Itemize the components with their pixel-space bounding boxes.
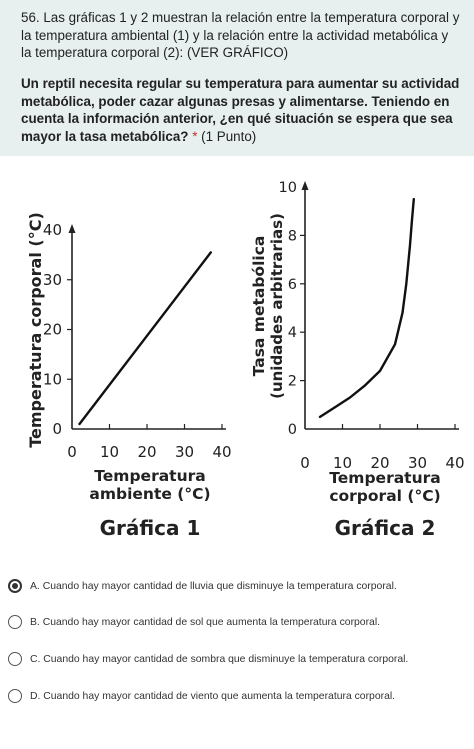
chart1-title: Gráfica 1: [100, 516, 201, 540]
chart2-x-tick-label: 20: [370, 454, 389, 472]
chart2-x-tick-label: 30: [408, 454, 427, 472]
chart1-y-label: Temperatura corporal (°C): [26, 212, 45, 448]
chart1-y-tick-label: 0: [52, 420, 62, 438]
option-b[interactable]: B. Cuando hay mayor cantidad de sol que …: [0, 604, 474, 640]
chart2-x-tick-label: 40: [445, 454, 464, 472]
option-d-radio[interactable]: [8, 689, 22, 703]
chart2-y-label-line2: (unidades arbitrarias): [268, 213, 286, 399]
chart2-y-label-line1: Tasa metabólica: [250, 236, 268, 377]
chart2-series-line: [318, 197, 415, 419]
chart1-x-tick-label: 20: [137, 443, 156, 461]
chart1-x-label-line2: ambiente (°C): [89, 485, 210, 503]
option-b-radio[interactable]: [8, 615, 22, 629]
chart1-x-tick-label: 10: [100, 443, 119, 461]
chart2-x-tick-label: 10: [333, 454, 352, 472]
option-c[interactable]: C. Cuando hay mayor cantidad de sombra q…: [0, 641, 474, 677]
option-b-label: B. Cuando hay mayor cantidad de sol que …: [30, 616, 381, 628]
chart2-y-tick-label: 0: [288, 422, 297, 438]
question-intro: 56. Las gráficas 1 y 2 muestran la relac…: [21, 10, 460, 60]
option-c-label: C. Cuando hay mayor cantidad de sombra q…: [30, 653, 409, 665]
option-d-label: D. Cuando hay mayor cantidad de viento q…: [30, 690, 396, 702]
question-points: (1 Punto): [201, 128, 257, 144]
chart1-x-tick-label: 0: [67, 443, 77, 461]
option-d[interactable]: D. Cuando hay mayor cantidad de viento q…: [0, 678, 474, 714]
chart1-x-label-line1: Temperatura: [94, 467, 205, 485]
question-header: 56. Las gráficas 1 y 2 muestran la relac…: [0, 0, 474, 156]
chart1-y-tick-label: 20: [43, 321, 62, 339]
question-figure: 0 10 20 30 40 0 10 20 30 40 Temperatura ambiente (°…: [0, 156, 474, 566]
chart2-title: Gráfica 2: [335, 516, 436, 540]
chart1-series-line: [78, 251, 212, 426]
chart1-y-tick-label: 10: [43, 370, 62, 388]
option-a[interactable]: A. Cuando hay mayor cantidad de lluvia q…: [0, 568, 474, 604]
chart1-y-tick-label: 30: [43, 271, 62, 289]
question-prompt-text: Un reptil necesita regular su temperatur…: [21, 76, 460, 144]
chart2-y-tick-label: 4: [288, 325, 297, 341]
chart1-y-tick-label: 40: [43, 221, 62, 239]
chart2-y-tick-label: 2: [288, 374, 297, 390]
chart2-y-axis-arrow: [301, 181, 309, 190]
chart2-x-tick-label: 0: [300, 454, 310, 472]
chart2-x-label-line2: corporal (°C): [329, 487, 440, 505]
chart2-y-tick-label: 6: [288, 277, 297, 293]
chart1-x-tick-label: 30: [175, 443, 194, 461]
chart2-x-label-line1: Temperatura: [329, 469, 440, 487]
option-c-radio[interactable]: [8, 652, 22, 666]
chart2-y-tick-label: 8: [288, 228, 297, 244]
option-a-label: A. Cuando hay mayor cantidad de lluvia q…: [30, 580, 397, 592]
option-a-radio[interactable]: [8, 579, 22, 593]
chart2-y-tick-label: 10: [279, 180, 297, 196]
chart1-x-tick-label: 40: [212, 443, 231, 461]
chart1-y-axis-arrow: [68, 224, 76, 233]
question-prompt: Un reptil necesita regular su temperatur…: [21, 75, 466, 145]
required-marker: *: [192, 128, 198, 144]
